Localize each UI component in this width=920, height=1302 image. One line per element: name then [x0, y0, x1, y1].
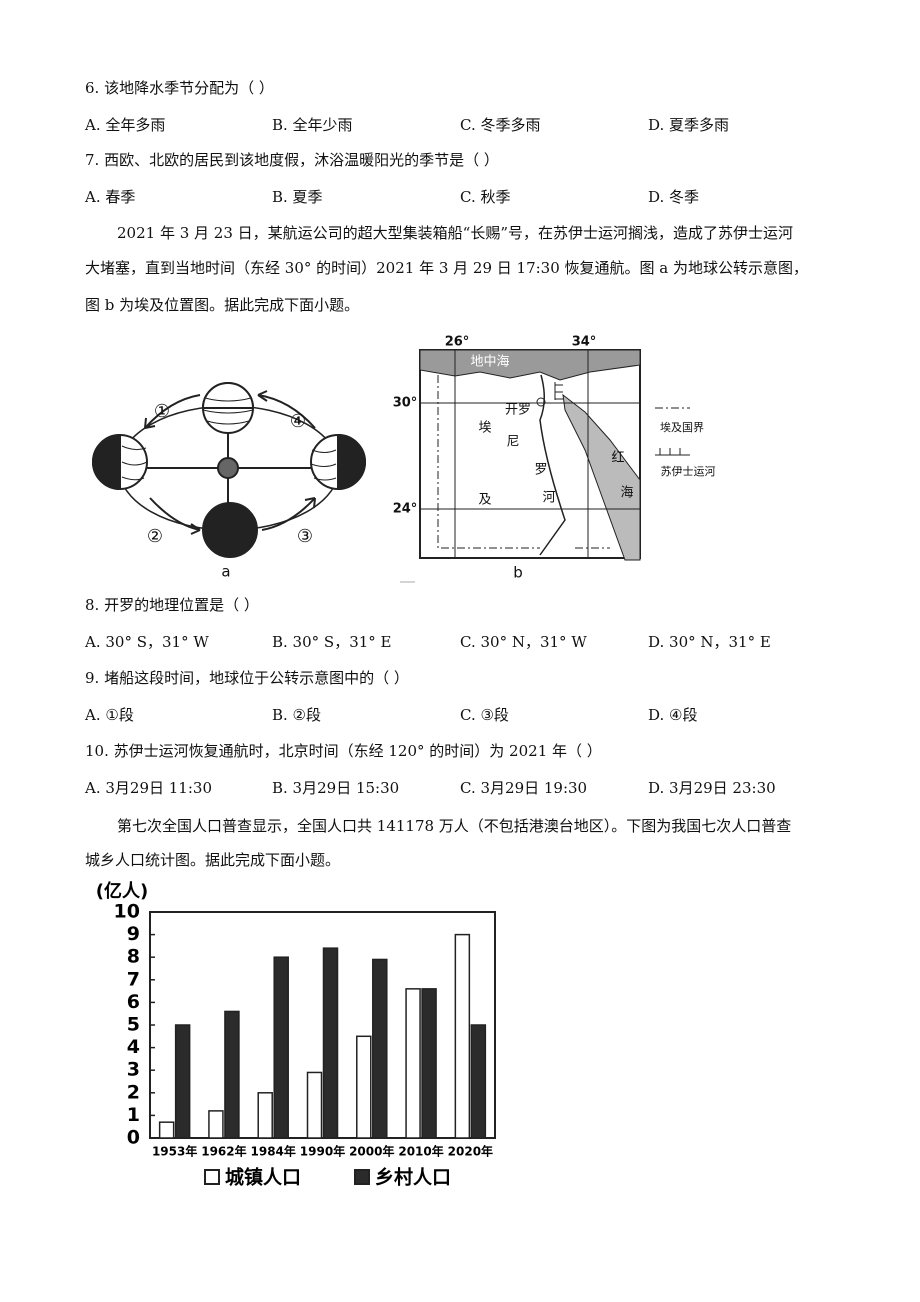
text: 10. 苏伊士运河恢复通航时，北京时间（东经 120° 的时间）为 2021 年…: [85, 742, 602, 760]
x-tick-label: 2010年: [398, 1144, 443, 1159]
label: 及: [478, 493, 491, 508]
bar: [454, 933, 471, 1139]
text: 第七次全国人口普查显示，全国人口共 141178 万人（不包括港澳台地区）。下图…: [117, 817, 792, 835]
legend-swatch: [204, 1169, 220, 1185]
label: 34°: [572, 335, 597, 350]
bar: [322, 947, 339, 1139]
text: D. 夏季多雨: [648, 116, 730, 134]
text: B. ②段: [272, 706, 322, 724]
figure-b: [400, 349, 690, 583]
label: 地中海: [470, 355, 509, 370]
y-tick-label: 0: [127, 1127, 140, 1149]
label: 开罗: [505, 403, 531, 418]
label: 埃及国界: [660, 420, 704, 434]
text: 8. 开罗的地理位置是（ ）: [85, 596, 259, 614]
text: A. 全年多雨: [85, 116, 166, 134]
y-tick-label: 7: [127, 968, 140, 990]
x-tick-label: 1984年: [251, 1144, 296, 1159]
label: 罗: [534, 463, 547, 478]
text: A. ①段: [85, 706, 134, 724]
text: B. 30° S，31° E: [272, 633, 392, 651]
text: B. 夏季: [272, 188, 323, 206]
y-tick-label: 9: [127, 923, 140, 945]
x-tick-label: 1953年: [152, 1144, 197, 1159]
label: 海: [620, 486, 633, 501]
bar: [405, 988, 421, 1139]
legend-swatch: [354, 1169, 370, 1185]
text: C. 秋季: [460, 188, 511, 206]
x-tick-label: 1990年: [300, 1144, 345, 1159]
label: ④: [290, 411, 306, 432]
bar: [208, 1110, 224, 1139]
bar: [273, 956, 289, 1139]
bar: [158, 1121, 175, 1139]
text: D. 3月29日 23:30: [648, 779, 776, 797]
text: C. 冬季多雨: [460, 116, 541, 134]
text: A. 3月29日 11:30: [85, 779, 212, 797]
text: 6. 该地降水季节分配为（ ）: [85, 79, 274, 97]
text: 2021 年 3 月 23 日，某航运公司的超大型集装箱船“长赐”号，在苏伊士运…: [117, 224, 793, 242]
text: C. 3月29日 19:30: [460, 779, 588, 797]
y-tick-label: 10: [114, 901, 140, 923]
bar: [372, 958, 388, 1139]
bar: [470, 1024, 487, 1139]
label: 埃: [478, 421, 491, 436]
y-tick-label: 3: [127, 1059, 140, 1081]
bar: [306, 1071, 323, 1139]
label: 河: [542, 491, 555, 506]
label: 苏伊士运河: [661, 465, 716, 478]
x-tick-label: 1962年: [201, 1144, 246, 1159]
text: B. 全年少雨: [272, 116, 353, 134]
text: A. 30° S，31° W: [85, 633, 209, 651]
y-tick-label: 5: [127, 1014, 140, 1036]
text: B. 3月29日 15:30: [272, 779, 400, 797]
x-tick-label: 2020年: [448, 1144, 493, 1159]
y-tick-label: 8: [127, 946, 140, 968]
y-axis-label: (亿人): [96, 880, 148, 902]
label: b: [513, 564, 523, 582]
text: D. 30° N，31° E: [648, 633, 771, 651]
text: D. 冬季: [648, 188, 700, 206]
label: 26°: [445, 335, 470, 350]
bar: [224, 1010, 240, 1139]
plot-frame: [149, 911, 496, 1139]
bar: [356, 1035, 372, 1139]
y-tick-label: 4: [127, 1036, 140, 1058]
label: ①: [154, 401, 170, 422]
legend-label: 乡村人口: [375, 1166, 451, 1189]
label: 红: [611, 450, 624, 466]
figure-a: [92, 382, 366, 558]
label: ②: [147, 526, 163, 547]
y-tick-label: 2: [127, 1081, 140, 1103]
y-tick-label: 6: [127, 991, 140, 1013]
text: 7. 西欧、北欧的居民到该地度假，沐浴温暖阳光的季节是（ ）: [85, 151, 499, 169]
bar: [257, 1092, 273, 1139]
label: ③: [297, 526, 313, 547]
text: A. 春季: [85, 188, 136, 206]
label: 24°: [393, 502, 418, 517]
text: 9. 堵船这段时间，地球位于公转示意图中的（ ）: [85, 669, 409, 687]
text: 城乡人口统计图。据此完成下面小题。: [85, 851, 341, 869]
legend-label: 城镇人口: [225, 1166, 301, 1189]
y-tick-label: 1: [127, 1104, 140, 1126]
bar: [421, 988, 437, 1139]
text: 图 b 为埃及位置图。据此完成下面小题。: [85, 296, 360, 314]
label: 30°: [393, 396, 418, 411]
label: 尼: [506, 435, 519, 450]
x-tick-label: 2000年: [349, 1144, 394, 1159]
text: C. 30° N，31° W: [460, 633, 587, 651]
text: 大堵塞，直到当地时间（东经 30° 的时间）2021 年 3 月 29 日 17…: [85, 259, 809, 277]
bar: [174, 1024, 191, 1139]
label: a: [221, 563, 230, 581]
text: D. ④段: [648, 706, 698, 724]
text: C. ③段: [460, 706, 509, 724]
